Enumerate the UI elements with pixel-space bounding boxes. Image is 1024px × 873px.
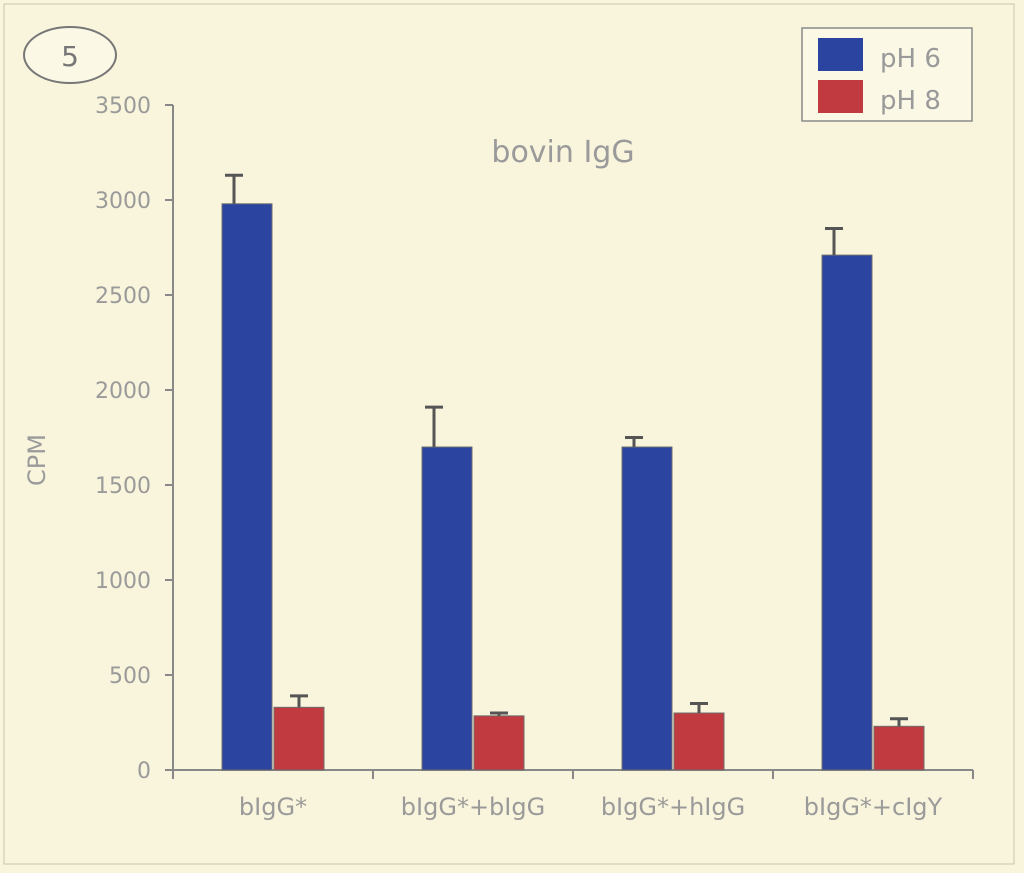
bar-ph6-4: [821, 254, 873, 771]
bar-series: [221, 173, 925, 771]
x-tick-label: bIgG*+cIgY: [804, 793, 943, 821]
legend-swatch-ph8: [818, 80, 863, 113]
y-tick-label: 3500: [95, 94, 151, 119]
y-tick-label: 1500: [95, 474, 151, 499]
y-tick-label: 500: [109, 664, 151, 689]
y-tick-label: 2500: [95, 284, 151, 309]
bar-ph6-3: [621, 446, 673, 771]
y-tick-label: 3000: [95, 189, 151, 214]
bar-ph8-1: [273, 706, 325, 771]
y-tick-label: 2000: [95, 379, 151, 404]
bar-ph8-4: [873, 725, 925, 771]
bar-ph6-2: [421, 446, 473, 771]
x-tick-label: bIgG*+hIgG: [601, 793, 745, 821]
x-tick-label: bIgG*+bIgG: [401, 793, 545, 821]
x-tick-label: bIgG*: [239, 793, 307, 821]
chart-title: bovin IgG: [491, 135, 634, 170]
bar-ph6-1: [221, 203, 273, 771]
y-tick-label: 1000: [95, 569, 151, 594]
legend-label-ph6: pH 6: [880, 44, 941, 74]
panel-label-circle: [23, 26, 117, 84]
panel-label: 5: [61, 40, 79, 73]
legend-label-ph8: pH 8: [880, 86, 941, 116]
legend-swatch-ph6: [818, 38, 863, 71]
y-tick-label: 0: [137, 759, 151, 784]
y-axis-ticks: 0 500 1000 1500 2000 2500 3000 3500: [95, 94, 173, 784]
x-axis-tick-labels: bIgG* bIgG*+bIgG bIgG*+hIgG bIgG*+cIgY: [239, 793, 943, 821]
legend: pH 6 pH 8: [801, 27, 973, 122]
x-axis-ticks: [172, 770, 974, 779]
bar-ph8-2: [473, 715, 525, 771]
y-axis-label: CPM: [23, 434, 51, 486]
figure-frame: [3, 3, 1015, 865]
bar-ph8-3: [673, 712, 725, 771]
